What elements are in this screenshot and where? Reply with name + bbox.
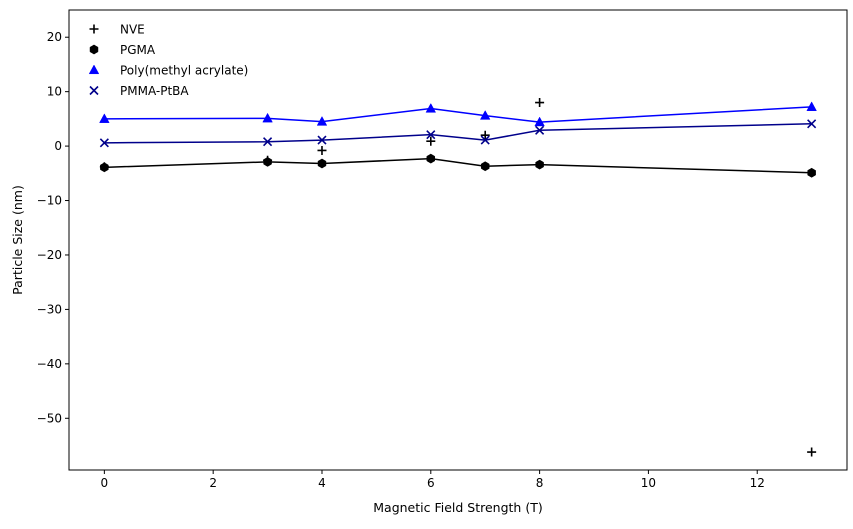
data-point-pgma <box>100 162 109 173</box>
data-point-pgma <box>317 158 327 169</box>
data-point-pgma <box>807 167 816 178</box>
y-tick-label: 0 <box>54 139 62 153</box>
data-point-pmma-ptba <box>807 119 817 129</box>
data-point-nve <box>426 136 436 146</box>
data-point-poly-methyl-acrylate <box>99 113 110 123</box>
x-tick-label: 8 <box>536 476 544 490</box>
data-point-poly-methyl-acrylate <box>316 116 328 126</box>
plot-background <box>69 10 847 470</box>
data-point-poly-methyl-acrylate <box>479 110 491 120</box>
legend-label-pgma: PGMA <box>120 43 156 57</box>
y-tick-label: −40 <box>37 357 62 371</box>
data-point-poly-methyl-acrylate <box>425 103 437 113</box>
data-point-poly-methyl-acrylate <box>262 112 273 123</box>
data-point-pgma <box>480 161 490 172</box>
data-point-pmma-ptba <box>317 135 327 145</box>
x-tick-label: 0 <box>101 476 109 490</box>
series-markers <box>99 98 817 457</box>
y-tick-label: 20 <box>47 30 62 44</box>
data-point-pgma <box>535 159 544 170</box>
x-tick-label: 12 <box>750 476 765 490</box>
data-point-pmma-ptba <box>535 125 545 135</box>
legend: NVE PGMA Poly(methyl acrylate) PMMA-PtBA <box>88 23 248 98</box>
y-tick-label: 10 <box>47 85 62 99</box>
data-point-nve <box>807 447 817 457</box>
data-point-pmma-ptba <box>99 138 109 148</box>
legend-label-poly-methyl-acrylate: Poly(methyl acrylate) <box>120 64 248 78</box>
plot-frame <box>68 9 848 471</box>
data-point-nve <box>317 145 327 155</box>
data-point-poly-methyl-acrylate <box>534 116 545 127</box>
data-point-pmma-ptba <box>480 135 490 145</box>
y-tick-label: −10 <box>37 194 62 208</box>
data-point-pgma <box>426 153 436 164</box>
legend-marker-poly-methyl-acrylate <box>88 64 100 75</box>
y-tick-label: −50 <box>37 411 62 425</box>
y-axis-label: Particle Size (nm) <box>10 185 25 295</box>
x-tick-label: 2 <box>209 476 217 490</box>
legend-marker-pgma <box>89 44 99 55</box>
legend-label-nve: NVE <box>120 23 145 37</box>
data-point-nve <box>480 130 490 140</box>
data-point-pgma <box>263 156 272 167</box>
data-point-nve <box>535 98 545 108</box>
legend-marker-nve <box>89 24 99 34</box>
data-point-pmma-ptba <box>263 137 273 147</box>
y-tick-label: −30 <box>37 302 62 316</box>
data-point-poly-methyl-acrylate <box>806 101 817 111</box>
x-axis-ticks: 0 2 4 6 8 10 12 <box>101 470 765 490</box>
x-axis-label: Magnetic Field Strength (T) <box>373 500 542 515</box>
legend-label-pmma-ptba: PMMA-PtBA <box>120 84 189 98</box>
x-tick-label: 10 <box>641 476 656 490</box>
legend-marker-pmma-ptba <box>89 85 99 96</box>
x-tick-label: 4 <box>318 476 326 490</box>
data-point-pmma-ptba <box>426 130 436 140</box>
x-tick-label: 6 <box>427 476 435 490</box>
y-tick-label: −20 <box>37 248 62 262</box>
y-axis-ticks: −50 −40 −30 −20 −10 0 10 20 <box>37 30 69 425</box>
